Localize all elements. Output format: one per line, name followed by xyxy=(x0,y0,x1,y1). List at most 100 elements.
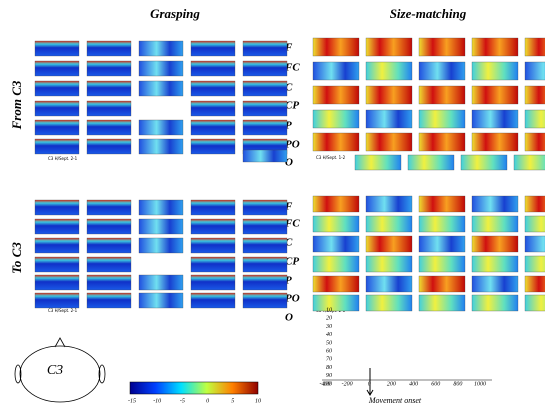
spectrogram-panel xyxy=(191,41,235,56)
colorbar-tick-label: -5 xyxy=(180,398,185,404)
spectrogram-panel xyxy=(243,200,287,215)
spectrogram-panel xyxy=(525,62,545,80)
spectrogram-panel xyxy=(139,41,183,56)
spectrogram-panel xyxy=(419,256,465,272)
spectrogram-panel xyxy=(472,256,518,272)
frequency-tick-label: 30 xyxy=(325,324,332,330)
spectrogram-panel xyxy=(243,81,287,96)
time-tick-label: 600 xyxy=(431,381,440,387)
frequency-tick-label: 10 xyxy=(326,307,332,313)
frequency-tick-label: 70 xyxy=(326,357,332,363)
time-tick-label: 800 xyxy=(453,381,462,387)
spectrogram-panel xyxy=(525,133,545,151)
spectrogram-panel xyxy=(139,275,183,290)
spectrogram-panel xyxy=(87,257,131,272)
spectrogram-panel xyxy=(87,41,131,56)
caption: C3 H/Sept. 2-1 xyxy=(48,308,78,313)
spectrogram-panel xyxy=(472,110,518,128)
spectrogram-panel xyxy=(313,216,359,232)
electrode-label: C3 xyxy=(47,363,63,378)
spectrogram-panel xyxy=(87,275,131,290)
spectrogram-panel xyxy=(191,101,235,116)
spectrogram-panel xyxy=(313,196,359,212)
spectrogram-panel xyxy=(191,238,235,253)
spectrogram-panel xyxy=(472,276,518,292)
spectrogram-panel xyxy=(191,219,235,234)
spectrogram-panel xyxy=(243,61,287,76)
spectrogram-panel xyxy=(313,276,359,292)
spectrogram-panel xyxy=(139,120,183,135)
spectrogram-panel xyxy=(243,219,287,234)
spectrogram-panel xyxy=(366,256,412,272)
spectrogram-panel xyxy=(87,81,131,96)
spectrogram-panel xyxy=(472,62,518,80)
spectrogram-panel xyxy=(313,236,359,252)
spectrogram-panel xyxy=(243,101,287,116)
spectrogram-panel xyxy=(525,110,545,128)
spectrogram-panel xyxy=(525,295,545,311)
spectrogram-panel xyxy=(366,295,412,311)
spectrogram-panel xyxy=(366,216,412,232)
spectrogram-panel xyxy=(313,295,359,311)
time-tick-label: 1000 xyxy=(474,381,486,387)
spectrogram-panel xyxy=(35,81,79,96)
spectrogram-panel xyxy=(139,200,183,215)
spectrogram-panel xyxy=(366,110,412,128)
spectrogram-panel xyxy=(366,133,412,151)
spectrogram-panel xyxy=(35,120,79,135)
frequency-tick-label: 40 xyxy=(326,331,332,338)
spectrogram-panel xyxy=(139,61,183,76)
spectrogram-panel xyxy=(472,38,518,56)
spectrogram-panel xyxy=(35,61,79,76)
time-tick-label: 0 xyxy=(368,381,371,387)
spectrogram-panel xyxy=(243,293,287,308)
spectrogram-panel xyxy=(419,86,465,104)
spectrogram-panel xyxy=(366,236,412,252)
frequency-tick-label: 90 xyxy=(326,373,332,379)
spectrogram-panel xyxy=(313,62,359,80)
spectrogram-panel xyxy=(35,219,79,234)
column-title: Size-matching xyxy=(390,6,467,21)
spectrogram-panel xyxy=(139,293,183,308)
spectrogram-panel xyxy=(366,38,412,56)
time-label: Movement onset xyxy=(368,396,422,405)
spectrogram-panel xyxy=(191,61,235,76)
spectrogram-panel xyxy=(191,257,235,272)
spectrogram-panel xyxy=(355,155,401,170)
spectrogram-panel xyxy=(419,62,465,80)
channel-label: O xyxy=(285,312,293,324)
spectrogram-panel xyxy=(191,293,235,308)
spectrogram-panel xyxy=(419,295,465,311)
channel-label: CP xyxy=(285,100,299,112)
channel-label: PO xyxy=(285,139,300,151)
colorbar xyxy=(130,382,258,394)
spectrogram-panel xyxy=(35,238,79,253)
spectrogram-panel xyxy=(35,139,79,154)
time-tick-label: 400 xyxy=(409,380,418,387)
spectrogram-panel xyxy=(419,236,465,252)
spectrogram-panel xyxy=(366,62,412,80)
spectrogram-panel xyxy=(419,110,465,128)
caption: C3 H/Sept. 1-2 xyxy=(316,155,346,160)
channel-label: PO xyxy=(285,293,300,305)
spectrogram-panel xyxy=(87,238,131,253)
spectrogram-panel xyxy=(419,196,465,212)
spectrogram-panel xyxy=(472,196,518,212)
spectrogram-panel xyxy=(139,238,183,253)
spectrogram-panel xyxy=(35,275,79,290)
spectrogram-panel xyxy=(243,257,287,272)
spectrogram-panel xyxy=(139,219,183,234)
spectrogram-panel xyxy=(243,41,287,56)
colorbar-tick-label: -10 xyxy=(153,398,161,404)
spectrogram-panel xyxy=(87,293,131,308)
channel-label: CP xyxy=(285,256,299,268)
spectrogram-panel xyxy=(461,155,507,170)
spectrogram-panel xyxy=(35,200,79,215)
frequency-tick-label: 50 xyxy=(326,340,332,346)
spectrogram-panel xyxy=(514,155,545,170)
frequency-tick-label: 60 xyxy=(326,348,332,354)
group-label: From C3 xyxy=(9,80,24,130)
spectrogram-panel xyxy=(35,41,79,56)
spectrogram-panel xyxy=(525,196,545,212)
spectrogram-panel xyxy=(313,133,359,151)
